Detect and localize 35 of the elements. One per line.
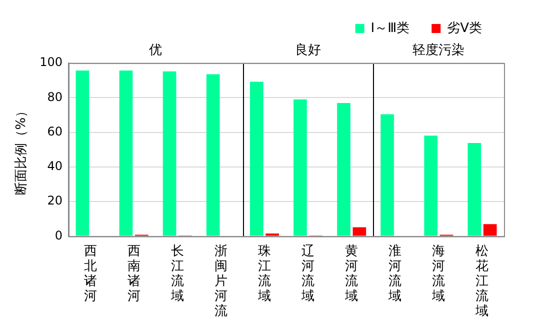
bar <box>250 82 264 236</box>
y-tick-label: 40 <box>47 159 63 174</box>
x-tick-label: 珠江流域 <box>256 244 271 304</box>
bar <box>468 143 482 236</box>
x-tick-label: 松花江流域 <box>474 244 489 319</box>
legend-label: Ⅰ～Ⅲ类 <box>370 20 410 36</box>
text: 轻度污染 <box>412 42 465 58</box>
bar <box>352 227 366 236</box>
x-tick-label: 淮河流域 <box>388 244 402 304</box>
x-tick-label: 黄河流域 <box>344 244 358 304</box>
y-tick-label: 100 <box>40 55 63 70</box>
bar <box>294 99 307 236</box>
text: 优 <box>149 42 162 58</box>
bar <box>483 224 497 236</box>
legend-label: 劣Ⅴ类 <box>447 20 482 36</box>
bar <box>76 70 90 236</box>
bar <box>162 71 176 236</box>
y-tick-label: 60 <box>47 124 63 138</box>
text: 良好 <box>295 42 322 58</box>
x-tick-label: 海河流域 <box>431 244 446 304</box>
bar <box>266 233 279 236</box>
x-tick-label: 西南诸河 <box>127 244 140 304</box>
y-tick-label: 0 <box>54 228 63 242</box>
x-tick-label: 长江流域 <box>170 244 184 304</box>
bar <box>337 103 350 236</box>
bar <box>380 114 394 236</box>
x-tick-label: 辽河流域 <box>300 244 315 304</box>
x-tick-label: 浙闽片河流 <box>214 244 228 319</box>
x-tick-label: 西北诸河 <box>84 244 97 304</box>
y-axis-title: 断面比例（%） <box>14 104 30 195</box>
y-tick-label: 20 <box>47 194 63 208</box>
bar <box>206 74 220 236</box>
y-tick-label: 80 <box>47 90 63 104</box>
bar <box>119 70 133 236</box>
bar <box>424 136 438 236</box>
